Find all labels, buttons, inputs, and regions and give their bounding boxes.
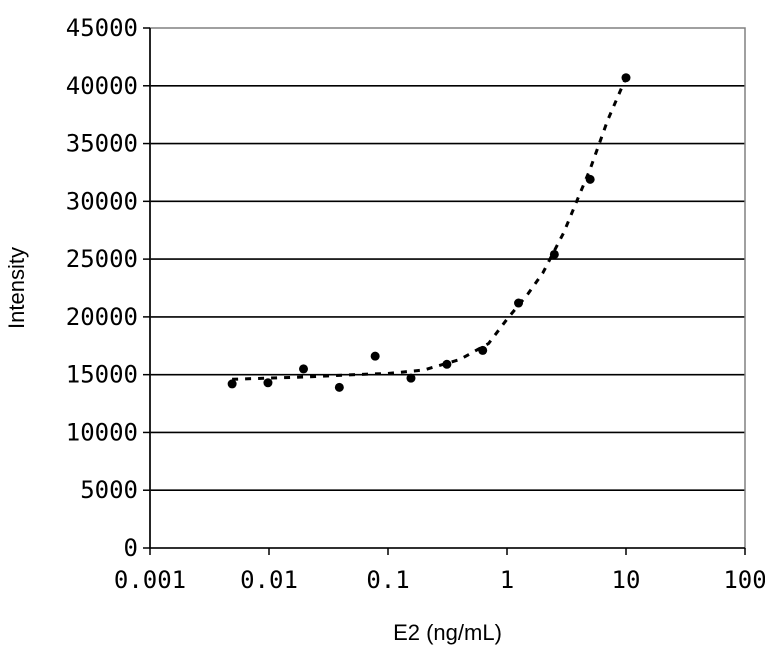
y-axis-title: Intensity — [4, 247, 29, 329]
y-tick-label: 20000 — [66, 303, 138, 331]
data-point — [406, 374, 415, 383]
x-tick-label: 0.1 — [366, 566, 409, 594]
data-point — [228, 379, 237, 388]
data-point — [478, 346, 487, 355]
x-tick-label: 0.01 — [240, 566, 298, 594]
axis-layer — [143, 28, 745, 555]
data-point — [335, 383, 344, 392]
y-tick-label: 25000 — [66, 245, 138, 273]
y-tick-label: 10000 — [66, 418, 138, 446]
data-point — [442, 360, 451, 369]
y-tick-label: 30000 — [66, 187, 138, 215]
fit-line-layer — [232, 78, 626, 380]
y-tick-label: 40000 — [66, 72, 138, 100]
data-point — [263, 378, 272, 387]
data-point — [299, 364, 308, 373]
y-tick-label: 5000 — [80, 476, 138, 504]
y-tick-label: 45000 — [66, 14, 138, 42]
y-tick-label: 15000 — [66, 361, 138, 389]
data-points-layer — [228, 73, 631, 392]
plot-area-frame — [150, 28, 745, 548]
x-tick-label: 100 — [723, 566, 765, 594]
y-tick-label: 35000 — [66, 130, 138, 158]
grid-layer — [150, 86, 745, 490]
x-axis-title: E2 (ng/mL) — [393, 620, 502, 645]
x-tick-label: 1 — [500, 566, 514, 594]
fit-curve-line — [232, 78, 626, 380]
data-point — [586, 175, 595, 184]
data-point — [371, 352, 380, 361]
labels-layer: 0 5000 10000 15000 20000 25000 30000 35000 40000… — [66, 14, 765, 594]
x-tick-label: 10 — [612, 566, 641, 594]
data-point — [550, 250, 559, 259]
y-tick-label: 0 — [124, 534, 138, 562]
x-tick-label: 0.001 — [114, 566, 186, 594]
data-point — [514, 299, 523, 308]
data-point — [622, 73, 631, 82]
